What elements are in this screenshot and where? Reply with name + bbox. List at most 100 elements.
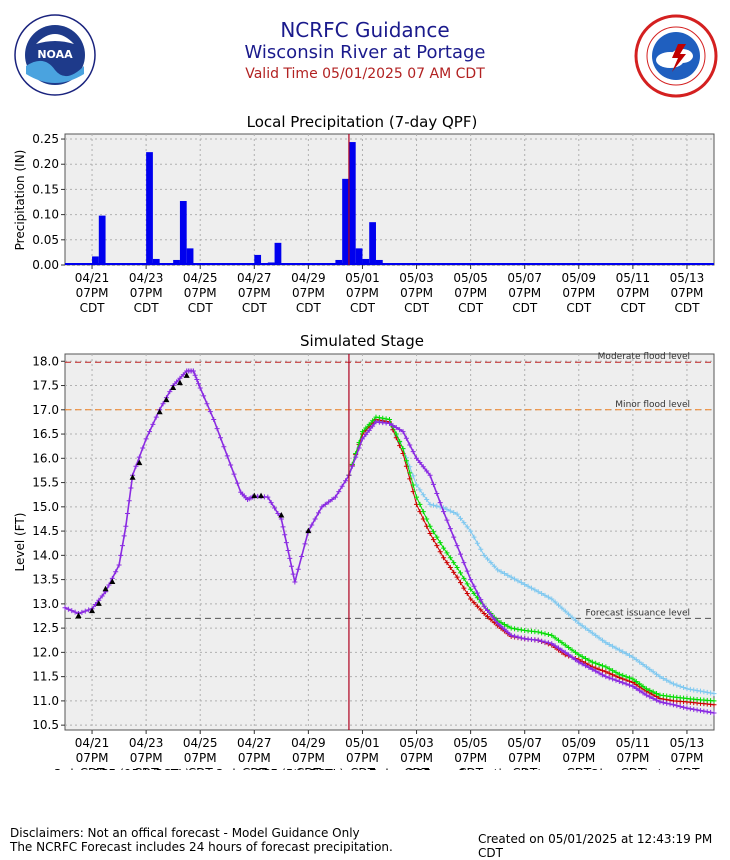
series-point xyxy=(593,660,599,666)
series-point xyxy=(708,709,714,715)
stage-x-tick-tz: CDT xyxy=(620,766,646,770)
precip-bar xyxy=(369,222,376,265)
series-point xyxy=(498,569,504,575)
stage-y-tick-label: 15.5 xyxy=(32,476,59,490)
series-point xyxy=(596,635,602,641)
series-point xyxy=(633,657,639,663)
series-point xyxy=(62,605,68,611)
series-point xyxy=(515,634,521,640)
series-point xyxy=(322,501,328,507)
series-point xyxy=(572,617,578,623)
series-point xyxy=(552,635,558,641)
series-point xyxy=(288,563,294,569)
series-point xyxy=(79,609,85,615)
precip-x-tick-label: 04/25 xyxy=(183,271,218,285)
precip-x-tick-label: 04/23 xyxy=(129,271,164,285)
series-point xyxy=(528,585,534,591)
series-point xyxy=(603,664,609,670)
legend: 3-day QPF (95th PCTL) 3-day QPF (5th PCTL… xyxy=(54,767,685,770)
series-point xyxy=(437,540,443,546)
precip-bar xyxy=(146,152,153,265)
precip-x-tick-time: 07PM xyxy=(130,286,163,300)
stage-y-tick-label: 16.5 xyxy=(32,427,59,441)
series-point xyxy=(643,686,649,692)
series-point xyxy=(207,409,213,415)
series-point xyxy=(400,446,406,452)
precip-x-tick-tz: CDT xyxy=(566,301,592,315)
precip-bar xyxy=(362,258,370,265)
series-point xyxy=(424,497,430,503)
series-point xyxy=(447,555,453,561)
series-point xyxy=(626,682,632,688)
precip-x-tick-time: 07PM xyxy=(184,286,217,300)
series-point xyxy=(143,436,149,442)
series-point xyxy=(501,621,507,627)
series-point xyxy=(559,605,565,611)
series-point xyxy=(363,425,369,431)
precip-bar xyxy=(335,259,343,265)
series-point xyxy=(491,616,497,622)
series-point xyxy=(556,602,562,608)
series-point xyxy=(471,591,477,597)
series-point xyxy=(119,543,125,549)
series-point xyxy=(586,628,592,634)
precip-x-tick-time: 07PM xyxy=(346,286,379,300)
series-point xyxy=(468,528,474,534)
series-point xyxy=(299,554,305,560)
series-point xyxy=(657,674,663,680)
series-point xyxy=(697,688,703,694)
stage-x-tick-time: 07PM xyxy=(184,751,217,765)
series-point xyxy=(583,663,589,669)
series-point xyxy=(393,425,399,431)
precip-bar xyxy=(186,248,194,265)
series-point xyxy=(488,560,494,566)
series-point xyxy=(287,555,293,561)
series-point xyxy=(457,580,463,586)
stage-x-tick-label: 04/21 xyxy=(75,736,110,750)
series-point xyxy=(434,534,440,540)
series-point xyxy=(626,652,632,658)
legend-item: Observed stage xyxy=(590,767,685,770)
stage-x-tick-time: 07PM xyxy=(616,751,649,765)
series-point xyxy=(349,463,355,469)
stage-x-tick-time: 07PM xyxy=(562,751,595,765)
series-point xyxy=(630,676,636,682)
series-point xyxy=(464,581,470,587)
series-point xyxy=(667,679,673,685)
series-point xyxy=(562,642,568,648)
series-point xyxy=(691,687,697,693)
precip-y-tick-label: 0.15 xyxy=(32,182,59,196)
svg-text:NOAA: NOAA xyxy=(37,48,73,61)
series-point xyxy=(542,592,548,598)
series-point xyxy=(508,632,514,638)
series-point xyxy=(501,571,507,577)
series-point xyxy=(576,659,582,665)
series-point xyxy=(599,672,605,678)
series-point xyxy=(485,614,491,620)
series-point xyxy=(701,689,707,695)
precip-x-tick-tz: CDT xyxy=(512,301,538,315)
series-point xyxy=(454,543,460,549)
series-point xyxy=(292,579,298,585)
series-point xyxy=(464,568,470,574)
series-point xyxy=(196,381,202,387)
stage-y-tick-label: 17.5 xyxy=(32,379,59,393)
stage-x-tick-label: 05/03 xyxy=(399,736,434,750)
stage-x-tick-time: 07PM xyxy=(508,751,541,765)
series-point xyxy=(464,591,470,597)
series-point xyxy=(637,659,643,665)
created-timestamp: Created on 05/01/2025 at 12:43:19 PM CDT xyxy=(478,832,713,860)
stage-x-tick-tz: CDT xyxy=(404,766,430,770)
stage-y-tick-label: 15.0 xyxy=(32,500,59,514)
series-point xyxy=(290,571,296,577)
series-point xyxy=(579,623,585,629)
precip-bar xyxy=(342,178,349,265)
series-point xyxy=(410,449,416,455)
series-point xyxy=(427,523,433,529)
series-point xyxy=(444,550,450,556)
series-point xyxy=(613,645,619,651)
stage-x-tick-time: 07PM xyxy=(130,751,163,765)
precip-y-tick-label: 0.00 xyxy=(32,258,59,272)
series-point xyxy=(549,641,555,647)
series-point xyxy=(670,702,676,708)
